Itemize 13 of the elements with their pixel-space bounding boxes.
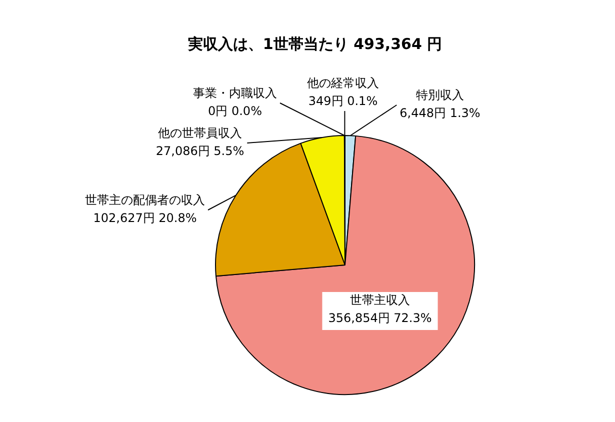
slice-label: 他の経常収入 <box>307 76 379 90</box>
slice-label: 世帯主収入 <box>350 293 410 308</box>
data-label: 356,854円 72.3% <box>328 311 432 326</box>
slice-label: 他の世帯員収入 <box>158 126 242 140</box>
slice-label: 特別収入 <box>416 88 464 102</box>
text: 0円 0.0% <box>208 104 262 118</box>
data-label: 6,448円 1.3% <box>400 106 480 120</box>
data-label: 27,086円 5.5% <box>156 144 244 158</box>
category-label: 事業・内職収入 <box>193 86 277 100</box>
chart-title: 実収入は、1世帯当たり 493,364 円 <box>186 34 442 53</box>
data-label: 349円 0.1% <box>308 94 378 108</box>
slice-label: 世帯主の配偶者の収入 <box>85 193 205 208</box>
data-label: 102,627円 20.8% <box>93 211 197 226</box>
